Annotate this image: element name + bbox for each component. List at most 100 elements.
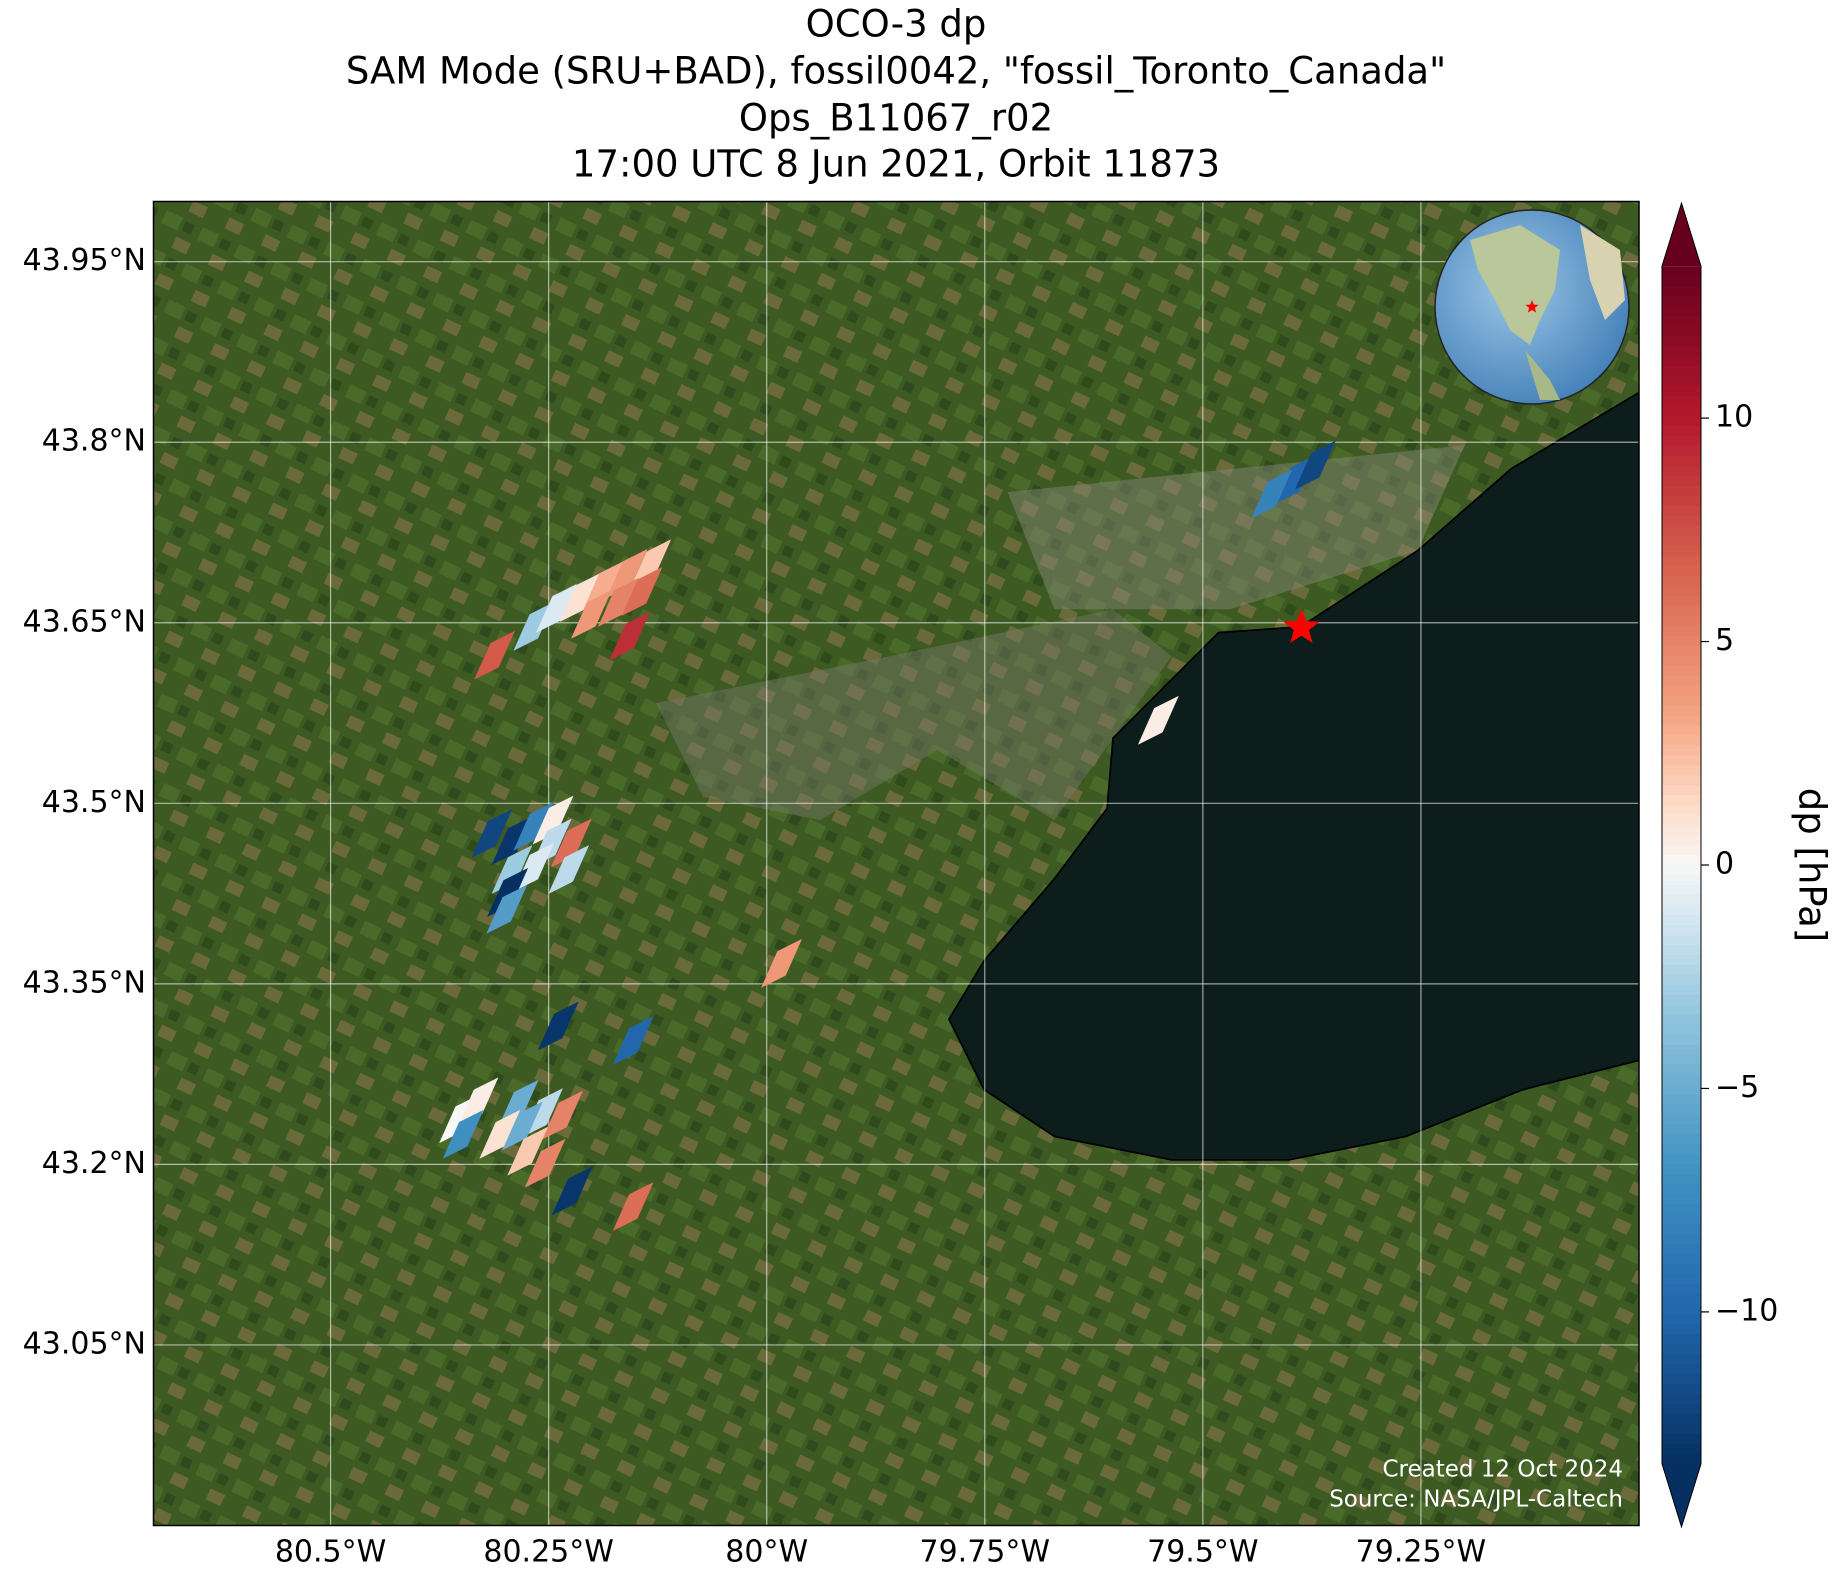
colorbar-cell bbox=[1662, 1214, 1701, 1225]
colorbar-cell bbox=[1662, 1074, 1701, 1086]
colorbar-cell bbox=[1662, 415, 1701, 427]
colorbar-cell bbox=[1662, 874, 1701, 886]
colorbar-cell bbox=[1662, 445, 1701, 457]
colorbar-tick-label: 0 bbox=[1715, 847, 1734, 882]
colorbar-cell bbox=[1662, 1184, 1701, 1195]
x-tick-label: 80°W bbox=[725, 1535, 808, 1570]
colorbar-cell bbox=[1662, 1433, 1701, 1445]
colorbar-cell bbox=[1662, 1304, 1701, 1315]
colorbar-cell bbox=[1662, 286, 1701, 297]
colorbar-cell bbox=[1662, 485, 1701, 497]
colorbar-cell bbox=[1662, 1374, 1701, 1385]
x-tick-label: 79.5°W bbox=[1147, 1535, 1258, 1570]
colorbar-cell bbox=[1662, 1314, 1701, 1325]
colorbar-cell bbox=[1662, 355, 1701, 367]
credit: Source: NASA/JPL-Caltech bbox=[1329, 1487, 1623, 1513]
colorbar-cell bbox=[1662, 1174, 1701, 1185]
map-frame bbox=[152, 200, 1640, 1527]
colorbar-cell bbox=[1662, 1443, 1701, 1455]
colorbar-cell bbox=[1662, 884, 1701, 896]
colorbar-cell bbox=[1662, 1364, 1701, 1375]
footprint bbox=[612, 1182, 654, 1232]
colorbar-cell bbox=[1662, 1014, 1701, 1026]
footprint bbox=[609, 611, 651, 661]
colorbar-cell bbox=[1662, 1274, 1701, 1285]
footprint bbox=[535, 583, 578, 633]
colorbar-cell bbox=[1662, 1284, 1701, 1295]
colorbar-cell bbox=[1662, 845, 1701, 856]
footprint bbox=[551, 1166, 593, 1216]
colorbar-cell bbox=[1662, 735, 1701, 746]
y-tick-label: 43.65°N bbox=[23, 604, 146, 639]
footprint bbox=[570, 589, 612, 639]
colorbar-cell bbox=[1662, 545, 1701, 557]
colorbar-cell bbox=[1662, 455, 1701, 467]
colorbar-cell bbox=[1662, 375, 1701, 387]
colorbar-cell bbox=[1662, 495, 1701, 507]
colorbar-cell bbox=[1662, 1383, 1701, 1395]
title-line: Ops_B11067_r02 bbox=[739, 97, 1053, 140]
colorbar-cell bbox=[1662, 1224, 1701, 1235]
colorbar-cell bbox=[1662, 745, 1701, 756]
colorbar-cell bbox=[1662, 1344, 1701, 1355]
basemap bbox=[153, 201, 1639, 1526]
colorbar-cell bbox=[1662, 535, 1701, 547]
colorbar-cell bbox=[1662, 595, 1701, 607]
y-tick-label: 43.5°N bbox=[42, 785, 146, 820]
colorbar-tick-label: −10 bbox=[1715, 1293, 1778, 1328]
target-marker bbox=[1283, 608, 1320, 643]
colorbar-cell bbox=[1662, 655, 1701, 666]
colorbar-cell bbox=[1662, 625, 1701, 637]
colorbar-cell bbox=[1662, 1334, 1701, 1345]
colorbar-cell bbox=[1662, 705, 1701, 716]
colorbar-cell bbox=[1662, 425, 1701, 437]
colorbar-cell bbox=[1662, 815, 1701, 826]
colorbar-cell bbox=[1662, 974, 1701, 986]
footprint bbox=[513, 842, 555, 892]
colorbar-cell bbox=[1662, 515, 1701, 527]
y-tick-label: 43.35°N bbox=[23, 965, 146, 1000]
footprint bbox=[1251, 469, 1293, 519]
colorbar-tick-label: 5 bbox=[1715, 623, 1734, 658]
colorbar-cell bbox=[1662, 385, 1701, 397]
colorbar-cell bbox=[1662, 765, 1701, 776]
colorbar-cell bbox=[1662, 1144, 1701, 1156]
colorbar-cell bbox=[1662, 865, 1701, 876]
footprint bbox=[597, 577, 639, 627]
colorbar-tick-label: 10 bbox=[1715, 400, 1753, 435]
x-tick-label: 79.75°W bbox=[920, 1535, 1051, 1570]
colorbar-cell bbox=[1662, 605, 1701, 617]
colorbar-cell bbox=[1662, 1204, 1701, 1215]
colorbar-cell bbox=[1662, 914, 1701, 926]
colorbar-cell bbox=[1662, 964, 1701, 976]
colorbar-cell bbox=[1662, 276, 1701, 287]
globe-target bbox=[1525, 300, 1539, 313]
colorbar-cell bbox=[1662, 685, 1701, 696]
footprint bbox=[548, 844, 590, 895]
y-tick-label: 43.2°N bbox=[42, 1146, 146, 1181]
colorbar-cell bbox=[1662, 336, 1701, 347]
colorbar-cell bbox=[1662, 635, 1701, 647]
footprint bbox=[479, 1109, 521, 1159]
colorbar-cell bbox=[1662, 296, 1701, 307]
colorbar-cell bbox=[1662, 505, 1701, 517]
colorbar-cell bbox=[1662, 1194, 1701, 1205]
colorbar-cell bbox=[1662, 1134, 1701, 1146]
colorbar-cell bbox=[1662, 326, 1701, 337]
colorbar-cell bbox=[1662, 1403, 1701, 1415]
colorbar-extend bbox=[1662, 203, 1701, 267]
colorbar-cell bbox=[1662, 675, 1701, 686]
colorbar-cell bbox=[1662, 346, 1701, 357]
y-tick-label: 43.05°N bbox=[23, 1326, 146, 1361]
colorbar-cell bbox=[1662, 835, 1701, 846]
colorbar-cell bbox=[1662, 1084, 1701, 1096]
x-tick-label: 80.25°W bbox=[483, 1535, 614, 1570]
colorbar-cell bbox=[1662, 954, 1701, 966]
colorbar-cell bbox=[1662, 785, 1701, 796]
colorbar-cell bbox=[1662, 565, 1701, 577]
colorbar-cell bbox=[1662, 645, 1701, 657]
colorbar-cell bbox=[1662, 944, 1701, 956]
colorbar-cell bbox=[1662, 1234, 1701, 1245]
colorbar-cell bbox=[1662, 1453, 1701, 1465]
